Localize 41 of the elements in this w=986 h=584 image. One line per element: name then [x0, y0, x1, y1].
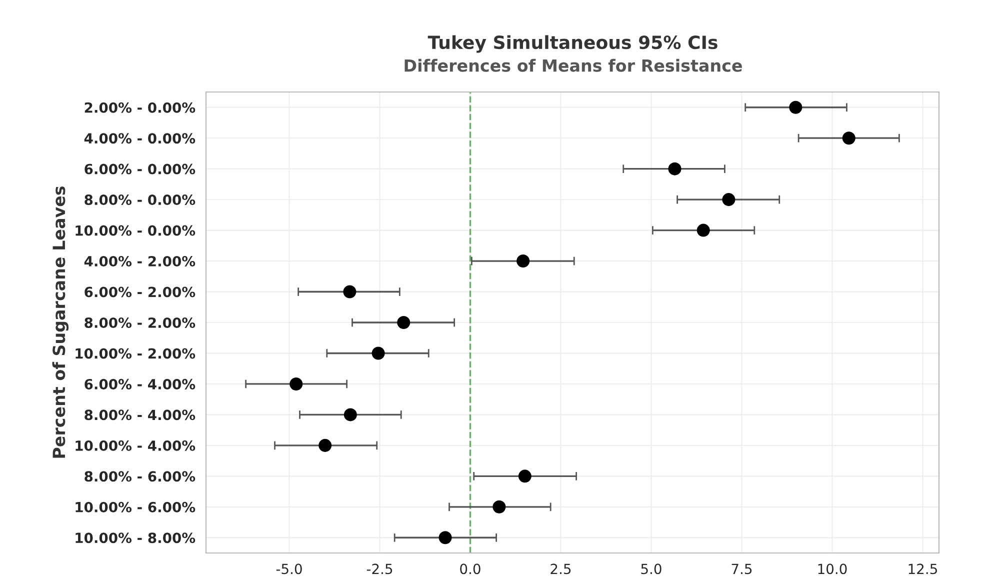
point	[343, 285, 356, 298]
point	[696, 224, 710, 237]
y-tick-label: 8.00% - 6.00%	[84, 471, 196, 482]
point	[290, 377, 303, 390]
y-tick-label: 8.00% - 2.00%	[84, 317, 196, 328]
point	[438, 531, 452, 544]
y-tick-label: 10.00% - 4.00%	[76, 440, 196, 451]
x-tick-label: 10.0	[818, 564, 847, 574]
y-tick-label: 4.00% - 2.00%	[84, 256, 196, 267]
point	[789, 100, 802, 114]
x-tick-label: 0.0	[460, 564, 480, 574]
point	[318, 438, 332, 452]
x-tick-label: 12.5	[908, 564, 937, 574]
y-tick-label: 2.00% - 0.00%	[84, 102, 196, 113]
x-tick-label: -2.5	[366, 564, 392, 574]
y-axis-title: Percent of Sugarcane Leaves	[52, 186, 69, 458]
point	[372, 346, 385, 360]
x-tick-label: 2.5	[550, 564, 571, 574]
y-tick-label: 10.00% - 6.00%	[76, 502, 196, 512]
y-tick-label: 6.00% - 2.00%	[84, 286, 196, 298]
point	[668, 162, 682, 176]
point	[492, 500, 506, 514]
y-tick-label: 6.00% - 0.00%	[84, 164, 196, 174]
y-tick-label: 4.00% - 0.00%	[84, 133, 196, 144]
chart-title: Tukey Simultaneous 95% CIs	[428, 35, 718, 53]
point	[518, 470, 532, 483]
point	[516, 254, 530, 268]
y-tick-label: 8.00% - 4.00%	[84, 410, 196, 420]
x-tick-label: 7.5	[732, 564, 752, 574]
point	[397, 316, 410, 330]
x-tick-label: -5.0	[276, 564, 302, 574]
point	[722, 193, 736, 206]
y-tick-label: 6.00% - 4.00%	[84, 378, 196, 390]
y-tick-label: 10.00% - 0.00%	[76, 225, 196, 236]
point	[842, 132, 856, 145]
chart-subtitle: Differences of Means for Resistance	[404, 58, 742, 72]
y-tick-label: 10.00% - 2.00%	[76, 348, 196, 359]
y-tick-label: 8.00% - 0.00%	[84, 194, 196, 206]
x-tick-label: 5.0	[641, 564, 662, 574]
y-tick-label: 10.00% - 8.00%	[76, 532, 196, 544]
point	[344, 408, 357, 422]
